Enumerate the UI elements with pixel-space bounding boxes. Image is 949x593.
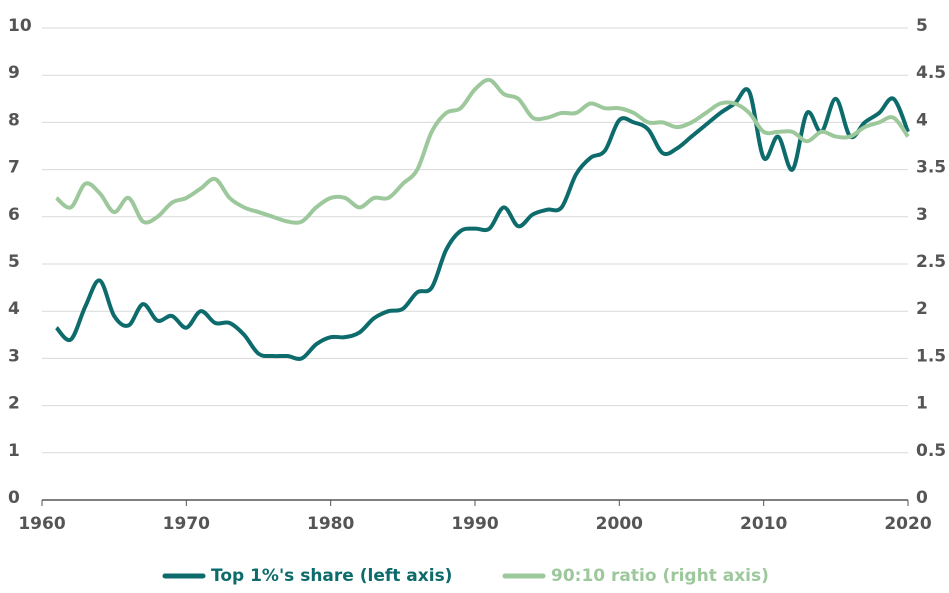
y-tick-label: 10: [8, 16, 32, 36]
y2-tick-label: 0.5: [916, 441, 946, 461]
y-tick-label: 0: [8, 488, 20, 508]
legend-label: 90:10 ratio (right axis): [551, 566, 769, 586]
x-tick-label: 2000: [596, 514, 643, 534]
y-tick-label: 4: [8, 299, 20, 319]
x-tick-label: 2010: [740, 514, 787, 534]
legend-label: Top 1%'s share (left axis): [211, 566, 452, 586]
y-tick-label: 2: [8, 394, 20, 414]
y-tick-label: 6: [8, 205, 20, 225]
series-line: [54, 87, 910, 361]
y2-tick-label: 4: [916, 110, 928, 130]
y2-tick-label: 3: [916, 205, 928, 225]
y2-tick-label: 1: [916, 394, 928, 414]
y-tick-label: 9: [8, 63, 20, 83]
y2-tick-label: 1.5: [916, 346, 946, 366]
x-tick-label: 2020: [884, 514, 931, 534]
y2-tick-label: 2.5: [916, 252, 946, 272]
y-tick-label: 1: [8, 441, 20, 461]
y2-tick-label: 4.5: [916, 63, 946, 83]
y2-tick-label: 0: [916, 488, 928, 508]
y-tick-label: 8: [8, 110, 20, 130]
x-tick-label: 1990: [451, 514, 498, 534]
y-tick-label: 3: [8, 346, 20, 366]
x-tick-label: 1970: [163, 514, 210, 534]
x-tick-label: 1960: [18, 514, 65, 534]
y2-tick-label: 2: [916, 299, 928, 319]
series-line: [55, 77, 910, 225]
y2-tick-label: 5: [916, 16, 928, 36]
x-tick-label: 1980: [307, 514, 354, 534]
y-tick-label: 7: [8, 158, 20, 178]
y2-tick-label: 3.5: [916, 158, 946, 178]
y-tick-label: 5: [8, 252, 20, 272]
